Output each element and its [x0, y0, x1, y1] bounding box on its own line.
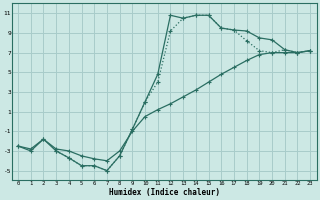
X-axis label: Humidex (Indice chaleur): Humidex (Indice chaleur): [108, 188, 220, 197]
